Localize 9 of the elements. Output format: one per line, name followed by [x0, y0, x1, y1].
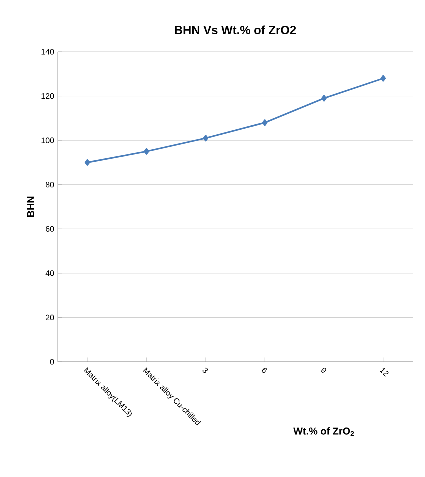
y-axis-title: BHN	[27, 196, 34, 218]
point	[144, 148, 150, 155]
point	[84, 159, 90, 166]
point	[203, 135, 209, 142]
x-axis-title: Wt.% of ZrO$_{2}$	[294, 428, 354, 436]
point	[322, 95, 327, 102]
chart-title: BHN Vs Wt.% of ZrO2	[175, 26, 296, 34]
point	[380, 75, 386, 82]
point	[262, 120, 268, 126]
